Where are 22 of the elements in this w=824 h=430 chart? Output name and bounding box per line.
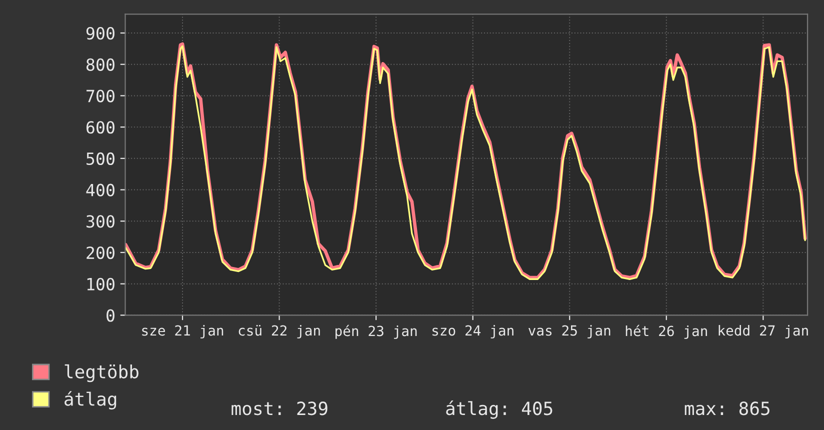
- x-tick-label: szo 24 jan: [432, 324, 514, 338]
- y-tick-label: 800: [86, 58, 114, 71]
- x-tick-label: csü 22 jan: [238, 324, 320, 338]
- x-tick-label: sze 21 jan: [142, 324, 224, 338]
- y-tick-label: 500: [86, 152, 114, 166]
- legend-label: legtöbb: [64, 364, 138, 382]
- text: max: 865: [684, 402, 770, 416]
- x-tick-label: pén 23 jan: [336, 324, 417, 339]
- x-tick-label: hét 26 jan: [626, 324, 707, 339]
- y-tick-label: 300: [86, 215, 114, 228]
- y-tick-label: 700: [86, 90, 114, 102]
- text: most: 239: [232, 402, 328, 416]
- y-tick-label: 600: [86, 121, 114, 134]
- y-tick-label: 200: [86, 246, 114, 260]
- legend-label: átlag: [64, 391, 116, 410]
- y-tick-label: 100: [87, 278, 114, 290]
- y-tick-label: 900: [86, 27, 114, 40]
- x-tick-label: kedd 27 jan: [718, 324, 808, 338]
- text: átlag: 405: [446, 400, 552, 419]
- y-tick-label: 0: [106, 309, 114, 322]
- x-tick-label: vas 25 jan: [528, 324, 610, 338]
- y-tick-label: 400: [86, 184, 114, 196]
